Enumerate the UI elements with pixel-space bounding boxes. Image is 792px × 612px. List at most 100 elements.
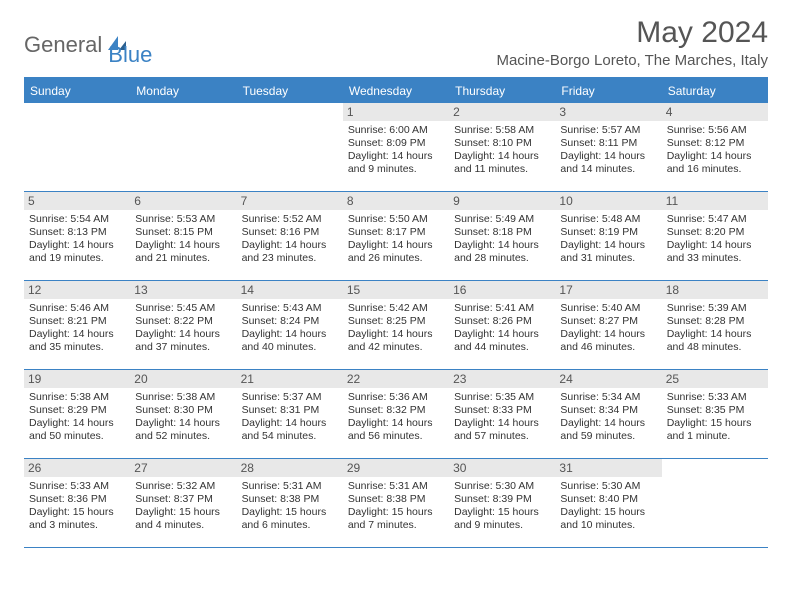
day-cell: 23Sunrise: 5:35 AMSunset: 8:33 PMDayligh… (449, 370, 555, 458)
day-cell: 8Sunrise: 5:50 AMSunset: 8:17 PMDaylight… (343, 192, 449, 280)
day-number: 18 (662, 281, 768, 299)
day-info-line: Sunset: 8:20 PM (667, 226, 763, 239)
day-info-line: Sunrise: 5:36 AM (348, 391, 444, 404)
day-info-line: Daylight: 15 hours (454, 506, 550, 519)
weekday-header: Saturday (662, 79, 768, 103)
day-cell (130, 103, 236, 191)
day-info-line: and 59 minutes. (560, 430, 656, 443)
day-info-line: Daylight: 14 hours (454, 328, 550, 341)
day-info: Sunrise: 5:56 AMSunset: 8:12 PMDaylight:… (667, 124, 763, 177)
day-cell: 30 Sunrise: 5:30 AMSunset: 8:39 PMDayligh… (449, 459, 555, 547)
day-info-line: Sunset: 8:38 PM (242, 493, 338, 506)
day-cell: 27Sunrise: 5:32 AMSunset: 8:37 PMDayligh… (130, 459, 236, 547)
week-row: 12Sunrise: 5:46 AMSunset: 8:21 PMDayligh… (24, 281, 768, 370)
day-info-line: and 7 minutes. (348, 519, 444, 532)
day-info-line: and 14 minutes. (560, 163, 656, 176)
day-number: 3 (555, 103, 661, 121)
day-info: Sunrise: 5:49 AMSunset: 8:18 PMDaylight:… (454, 213, 550, 266)
day-info: Sunrise: 5:54 AMSunset: 8:13 PMDaylight:… (29, 213, 125, 266)
day-number: 23 (449, 370, 555, 388)
day-info-line: Daylight: 14 hours (348, 417, 444, 430)
day-info-line: and 31 minutes. (560, 252, 656, 265)
day-info-line: Sunrise: 5:58 AM (454, 124, 550, 137)
day-cell: 4Sunrise: 5:56 AMSunset: 8:12 PMDaylight… (662, 103, 768, 191)
day-info-line: Sunset: 8:12 PM (667, 137, 763, 150)
day-number: 6 (130, 192, 236, 210)
day-info-line: Sunset: 8:30 PM (135, 404, 231, 417)
header: General Blue May 2024 Macine-Borgo Loret… (24, 16, 768, 69)
day-info-line: Sunset: 8:40 PM (560, 493, 656, 506)
day-info-line: Sunset: 8:09 PM (348, 137, 444, 150)
day-info-line: Daylight: 14 hours (29, 239, 125, 252)
day-info-line: Sunrise: 5:33 AM (667, 391, 763, 404)
day-info-line: Daylight: 15 hours (560, 506, 656, 519)
day-number: 31 (555, 459, 661, 477)
day-info-line: Sunrise: 5:57 AM (560, 124, 656, 137)
day-info: Sunrise: 5:33 AMSunset: 8:36 PMDaylight:… (29, 480, 125, 533)
day-info-line: Daylight: 14 hours (348, 328, 444, 341)
day-info-line: and 37 minutes. (135, 341, 231, 354)
day-info-line: Daylight: 14 hours (560, 239, 656, 252)
day-info: Sunrise: 5:39 AMSunset: 8:28 PMDaylight:… (667, 302, 763, 355)
day-info-line: and 52 minutes. (135, 430, 231, 443)
day-cell: 21Sunrise: 5:37 AMSunset: 8:31 PMDayligh… (237, 370, 343, 458)
day-info-line: Sunset: 8:31 PM (242, 404, 338, 417)
day-info-line: Sunrise: 5:47 AM (667, 213, 763, 226)
day-info-line: Daylight: 15 hours (242, 506, 338, 519)
day-info-line: and 23 minutes. (242, 252, 338, 265)
day-number: 14 (237, 281, 343, 299)
day-info: Sunrise: 5:31 AMSunset: 8:38 PMDaylight:… (242, 480, 338, 533)
day-number: 20 (130, 370, 236, 388)
day-info-line: and 21 minutes. (135, 252, 231, 265)
day-info-line: Daylight: 14 hours (454, 239, 550, 252)
logo: General Blue (24, 22, 152, 68)
day-info-line: Daylight: 15 hours (29, 506, 125, 519)
day-number: 26 (24, 459, 130, 477)
day-info: Sunrise: 5:33 AMSunset: 8:35 PMDaylight:… (667, 391, 763, 444)
day-info-line: and 44 minutes. (454, 341, 550, 354)
day-info-line: Sunset: 8:22 PM (135, 315, 231, 328)
day-info: Sunrise: 5:32 AMSunset: 8:37 PMDaylight:… (135, 480, 231, 533)
weekday-header: Wednesday (343, 79, 449, 103)
day-number: 30 (449, 459, 555, 477)
day-info-line: Sunrise: 5:34 AM (560, 391, 656, 404)
day-cell: 9Sunrise: 5:49 AMSunset: 8:18 PMDaylight… (449, 192, 555, 280)
day-number: 10 (555, 192, 661, 210)
day-info-line: Sunset: 8:26 PM (454, 315, 550, 328)
day-number: 29 (343, 459, 449, 477)
day-info-line: Sunrise: 5:31 AM (242, 480, 338, 493)
day-info-line: and 40 minutes. (242, 341, 338, 354)
day-info-line: Sunrise: 5:49 AM (454, 213, 550, 226)
day-cell: 22Sunrise: 5:36 AMSunset: 8:32 PMDayligh… (343, 370, 449, 458)
day-info-line: Sunset: 8:39 PM (454, 493, 550, 506)
day-info-line: Sunset: 8:28 PM (667, 315, 763, 328)
day-info-line: Sunrise: 5:33 AM (29, 480, 125, 493)
day-info: Sunrise: 5:48 AMSunset: 8:19 PMDaylight:… (560, 213, 656, 266)
day-cell: 18 Sunrise: 5:39 AMSunset: 8:28 PMDayligh… (662, 281, 768, 369)
day-cell: 20Sunrise: 5:38 AMSunset: 8:30 PMDayligh… (130, 370, 236, 458)
day-cell: 10 Sunrise: 5:48 AMSunset: 8:19 PMDayligh… (555, 192, 661, 280)
day-info-line: Sunrise: 5:54 AM (29, 213, 125, 226)
day-info-line: Daylight: 14 hours (560, 417, 656, 430)
day-info-line: Daylight: 14 hours (667, 328, 763, 341)
day-info-line: Sunset: 8:11 PM (560, 137, 656, 150)
day-cell (662, 459, 768, 547)
weekday-header: Tuesday (237, 79, 343, 103)
day-cell: 26 Sunrise: 5:33 AMSunset: 8:36 PMDayligh… (24, 459, 130, 547)
logo-text-blue: Blue (108, 42, 152, 68)
day-info-line: Sunrise: 5:38 AM (135, 391, 231, 404)
day-cell: 19Sunrise: 5:38 AMSunset: 8:29 PMDayligh… (24, 370, 130, 458)
day-info: Sunrise: 5:34 AMSunset: 8:34 PMDaylight:… (560, 391, 656, 444)
day-info-line: Daylight: 14 hours (560, 150, 656, 163)
day-info-line: and 57 minutes. (454, 430, 550, 443)
day-info-line: Sunset: 8:10 PM (454, 137, 550, 150)
day-info-line: and 4 minutes. (135, 519, 231, 532)
day-info-line: Sunset: 8:13 PM (29, 226, 125, 239)
day-info-line: Sunrise: 5:30 AM (454, 480, 550, 493)
day-info-line: and 9 minutes. (348, 163, 444, 176)
day-info-line: and 11 minutes. (454, 163, 550, 176)
day-info: Sunrise: 5:52 AMSunset: 8:16 PMDaylight:… (242, 213, 338, 266)
day-number: 11 (662, 192, 768, 210)
day-cell: 3 Sunrise: 5:57 AMSunset: 8:11 PMDaylight… (555, 103, 661, 191)
day-cell: 16Sunrise: 5:41 AMSunset: 8:26 PMDayligh… (449, 281, 555, 369)
